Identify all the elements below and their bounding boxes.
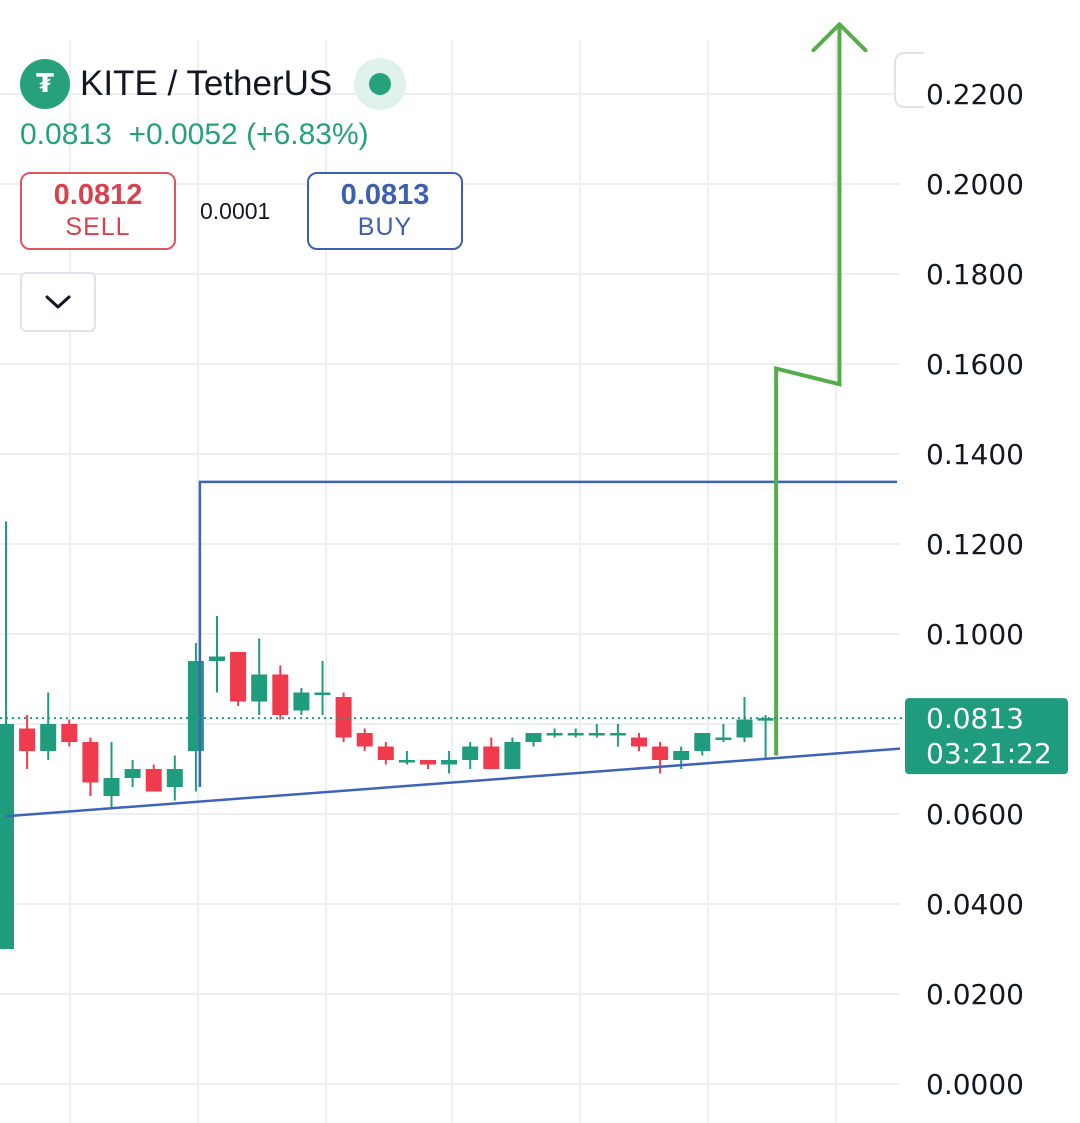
- y-axis-tick-label: 0.2200: [926, 78, 1024, 111]
- candle-body: [631, 737, 647, 747]
- y-axis-tick-label: 0.0000: [926, 1068, 1024, 1101]
- candle-body: [272, 674, 289, 715]
- candle-body: [103, 778, 120, 796]
- candle-body: [82, 742, 99, 783]
- sell-price: 0.0812: [53, 179, 143, 211]
- current-price-label: 0.0813: [926, 702, 1024, 735]
- candle-body: [61, 724, 78, 742]
- pair-name[interactable]: KITE / TetherUS: [80, 64, 333, 103]
- buy-label: BUY: [357, 213, 413, 241]
- y-axis-tick-label: 0.1600: [926, 348, 1024, 381]
- candle-body: [673, 751, 690, 760]
- candle-body: [757, 718, 774, 721]
- candle-body: [145, 769, 162, 792]
- candle-body: [356, 733, 373, 747]
- arrow-head: [811, 22, 868, 53]
- candle-body: [314, 692, 331, 695]
- y-axis-tick-label: 0.0200: [926, 978, 1024, 1011]
- candle-body: [483, 746, 500, 769]
- change-value: +0.0052: [128, 118, 238, 151]
- price-change-line: 0.0813 +0.0052 (+6.83%): [20, 118, 369, 152]
- y-axis-tick-label: 0.1000: [926, 618, 1024, 651]
- current-price-badge: [905, 698, 1068, 775]
- candle-body: [715, 737, 732, 740]
- projection-arrow: [774, 24, 842, 756]
- last-price: 0.0813: [20, 118, 112, 151]
- y-axis-tick-label: 0.0600: [926, 798, 1024, 831]
- candle-body: [546, 733, 563, 736]
- candle-body: [124, 769, 141, 778]
- y-axis-tick-label: 0.0400: [926, 888, 1024, 921]
- candle-body: [525, 733, 542, 742]
- candle-body: [588, 733, 605, 736]
- candle-body: [166, 769, 183, 787]
- sell-button[interactable]: 0.0812 SELL: [20, 172, 176, 250]
- spread-value: 0.0001: [200, 198, 271, 224]
- candle-body: [293, 692, 310, 711]
- tether-logo-icon: ₮: [20, 59, 70, 109]
- candle-body: [736, 719, 753, 738]
- change-percent: (+6.83%): [246, 118, 369, 151]
- y-axis-tick-label: 0.1400: [926, 438, 1024, 471]
- target-level-line: [198, 480, 897, 787]
- candle-body: [19, 728, 36, 751]
- sell-label: SELL: [65, 213, 131, 241]
- chevron-down-icon: [45, 295, 71, 309]
- candle-body: [504, 742, 521, 769]
- buy-button[interactable]: 0.0813 BUY: [307, 172, 463, 250]
- candle-body: [441, 760, 458, 765]
- candle-body: [398, 760, 415, 763]
- candle-body: [652, 746, 669, 760]
- y-axis-tick-label: 0.2000: [926, 168, 1024, 201]
- candle-body: [462, 746, 479, 760]
- support-trendline: [5, 747, 901, 818]
- candle-body: [694, 733, 711, 751]
- candle-body: [230, 652, 247, 702]
- candle-body: [251, 674, 268, 702]
- candle-countdown-label: 03:21:22: [926, 737, 1052, 770]
- y-axis-tick-label: 0.1200: [926, 528, 1024, 561]
- candle-body: [377, 746, 394, 760]
- y-axis-tick-label: 0.1800: [926, 258, 1024, 291]
- candle-body: [187, 661, 204, 751]
- market-status-icon: [354, 58, 407, 110]
- candle-body: [40, 724, 57, 751]
- scale-settings-button[interactable]: [894, 52, 924, 108]
- candle-body: [209, 656, 225, 661]
- candle-body: [420, 760, 436, 765]
- symbol-header: ₮ KITE / TetherUS: [20, 58, 407, 110]
- buy-price: 0.0813: [340, 179, 430, 211]
- market-open-dot-icon: [369, 73, 392, 95]
- candle-body: [609, 733, 626, 736]
- candle-body: [567, 733, 584, 736]
- candle-body: [0, 724, 14, 949]
- collapse-dropdown-button[interactable]: [20, 272, 96, 332]
